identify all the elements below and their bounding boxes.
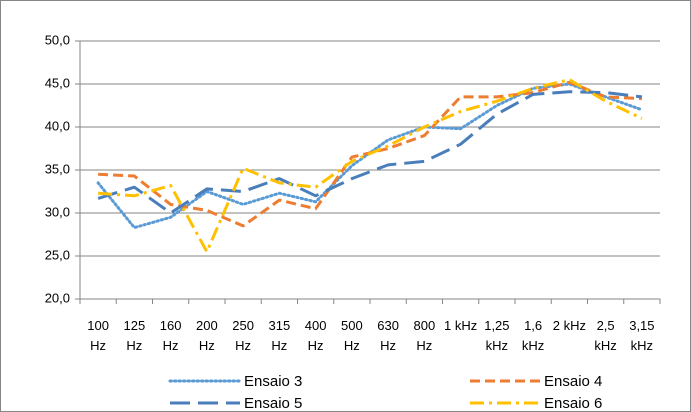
- legend-label: Ensaio 3: [244, 373, 302, 390]
- legend-label: Ensaio 4: [544, 373, 602, 390]
- x-tick-label: 100 Hz: [87, 318, 109, 353]
- series-line: [98, 78, 643, 254]
- x-tick-label: 800 Hz: [413, 318, 436, 353]
- x-tick-label: 125 Hz: [123, 318, 146, 353]
- x-tick-label: 2 kHz: [552, 318, 586, 333]
- legend-label: Ensaio 6: [544, 395, 602, 412]
- y-tick-label: 45,0: [45, 75, 70, 90]
- x-tick-label: 250 Hz: [232, 318, 254, 353]
- x-tick-label: 315 Hz: [268, 318, 291, 353]
- x-tick-label: 1,25 kHz: [484, 318, 510, 353]
- x-tick-label: 630 Hz: [377, 318, 399, 353]
- x-tick-label: 500 Hz: [341, 318, 363, 353]
- legend-label: Ensaio 5: [244, 395, 302, 412]
- y-tick-label: 25,0: [45, 247, 70, 262]
- y-tick-label: 20,0: [45, 290, 70, 305]
- y-tick-label: 50,0: [45, 32, 70, 47]
- y-tick-label: 40,0: [45, 118, 70, 133]
- x-tick-label: 3,15 kHz: [629, 318, 655, 353]
- x-tick-label: 2,5 kHz: [594, 318, 617, 353]
- y-tick-label: 30,0: [45, 204, 70, 219]
- x-tick-label: 400 Hz: [304, 318, 327, 353]
- x-tick-label: 1 kHz: [444, 318, 478, 333]
- y-tick-label: 35,0: [45, 161, 70, 176]
- x-tick-label: 160 Hz: [159, 318, 182, 353]
- x-tick-label: 200 Hz: [196, 318, 218, 353]
- x-tick-label: 1,6 kHz: [521, 318, 545, 353]
